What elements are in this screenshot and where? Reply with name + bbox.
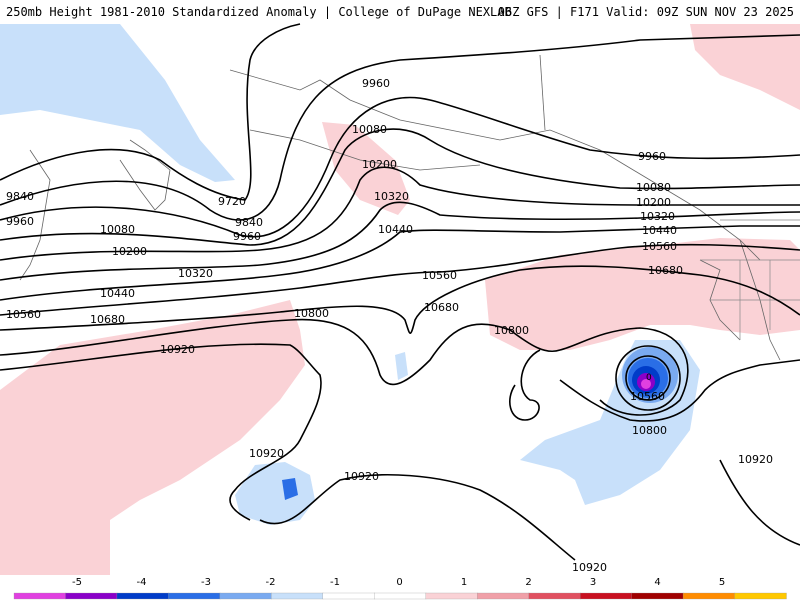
contour-10440 — [0, 225, 800, 301]
contour-label: 10080 — [352, 123, 387, 136]
contour-9960 — [0, 96, 800, 238]
contour-label: 9840 — [235, 216, 263, 229]
contour-label: 9720 — [218, 195, 246, 208]
contour-label: 10200 — [362, 158, 397, 171]
colorbar-swatch — [579, 592, 633, 600]
colorbar-swatch — [528, 592, 581, 600]
contour-label: 10080 — [636, 181, 671, 194]
contour-10200 — [0, 166, 800, 261]
contour-10920-south — [259, 474, 576, 561]
colorbar-swatch — [631, 592, 684, 600]
colorbar-tick-label: 4 — [654, 577, 660, 588]
contour-10800-south — [559, 359, 800, 422]
map-title: 250mb Height 1981-2010 Standardized Anom… — [6, 5, 512, 19]
contour-label: 10560 — [642, 240, 677, 253]
state-borders — [700, 219, 800, 340]
colorbar-swatch — [374, 592, 427, 600]
contour-9840 — [0, 34, 800, 221]
cutoff-low-center — [641, 379, 651, 389]
negative-anomaly-south-core — [282, 478, 298, 500]
contour-label: 9840 — [6, 190, 34, 203]
colorbar-tick-label: -3 — [201, 577, 211, 588]
contour-label: 10080 — [100, 223, 135, 236]
colorbar-swatch — [477, 592, 530, 600]
contour-label: 10920 — [249, 447, 284, 460]
colorbar-swatch — [271, 592, 324, 600]
contour-label: 10800 — [494, 324, 529, 337]
contour-10920-west — [0, 343, 322, 521]
contour-label: 10200 — [112, 245, 147, 258]
colorbar-tick-label: 5 — [719, 577, 725, 588]
contour-9720 — [0, 23, 301, 201]
colorbar-tick-label: -5 — [72, 577, 82, 588]
model-run-info: 06Z GFS | F171 Valid: 09Z SUN NOV 23 202… — [497, 5, 794, 19]
colorbar-tick-label: -1 — [330, 577, 340, 588]
colorbar-tick-label: 2 — [525, 577, 531, 588]
contour-label: 10920 — [738, 453, 773, 466]
contour-label: 10560 — [630, 390, 665, 403]
positive-anomaly-central-pacific — [0, 300, 305, 575]
contour-label: 10680 — [90, 313, 125, 326]
contour-label: 10320 — [374, 190, 409, 203]
contour-10920-east — [719, 459, 800, 546]
colorbar-tick-label: 3 — [590, 577, 596, 588]
contour-label: 10800 — [294, 307, 329, 320]
contour-label: 10440 — [100, 287, 135, 300]
contour-label: 10920 — [344, 470, 379, 483]
negative-anomaly-nw — [0, 24, 235, 182]
contour-label: 10200 — [636, 196, 671, 209]
colorbar-swatch — [168, 592, 221, 600]
colorbar-tick-label: -4 — [137, 577, 147, 588]
contour-cutoff-inner — [625, 355, 671, 401]
coastlines — [19, 54, 781, 361]
positive-anomaly-bering — [322, 122, 410, 215]
colorbar-swatch — [65, 592, 118, 600]
contour-label: 10920 — [572, 561, 607, 574]
contour-label-group: 9840 9960 10080 10200 10440 10560 10680 … — [6, 77, 773, 574]
colorbar-swatch — [425, 592, 478, 600]
contour-10080 — [0, 128, 800, 246]
colorbar-swatch — [116, 592, 170, 600]
negative-anomaly-small — [395, 352, 408, 380]
contour-label: 10440 — [378, 223, 413, 236]
contour-10560 — [0, 243, 800, 316]
contour-label: 10320 — [640, 210, 675, 223]
contour-label: 9960 — [638, 150, 666, 163]
contour-label: 10560 — [422, 269, 457, 282]
colorbar-swatch — [734, 592, 787, 600]
title-bar: 250mb Height 1981-2010 Standardized Anom… — [0, 0, 800, 22]
contour-label: 10800 — [632, 424, 667, 437]
colorbar-tick-label: -2 — [266, 577, 276, 588]
contour-label: 9960 — [233, 230, 261, 243]
contour-label: 10560 — [6, 308, 41, 321]
contour-10800-north — [0, 318, 689, 416]
colorbar-swatch — [13, 592, 67, 600]
cutoff-low-label: 0 — [646, 373, 652, 383]
contour-label: 9960 — [362, 77, 390, 90]
anomaly-shading — [0, 24, 800, 575]
contour-label: 10680 — [648, 264, 683, 277]
contour-label: 10440 — [642, 224, 677, 237]
contour-label: 10320 — [178, 267, 213, 280]
colorbar-swatch — [219, 592, 272, 600]
positive-anomaly-arctic — [690, 24, 800, 110]
colorbar-tick-label: 0 — [396, 577, 402, 588]
contour-label: 10920 — [160, 343, 195, 356]
negative-anomaly-south — [235, 462, 315, 525]
contour-10800-loop — [509, 349, 541, 421]
colorbar-swatch — [682, 592, 736, 600]
contour-cutoff-outer — [615, 345, 681, 411]
contour-10680 — [0, 265, 800, 334]
contour-10320 — [0, 201, 800, 281]
contour-label: 9960 — [6, 215, 34, 228]
colorbar: -5 -4 -3 -2 -1 0 1 2 3 4 5 — [0, 575, 800, 600]
colorbar-tick-label: 1 — [461, 577, 467, 588]
colorbar-swatch — [322, 592, 375, 600]
contour-label: 10680 — [424, 301, 459, 314]
height-contours — [0, 23, 800, 561]
